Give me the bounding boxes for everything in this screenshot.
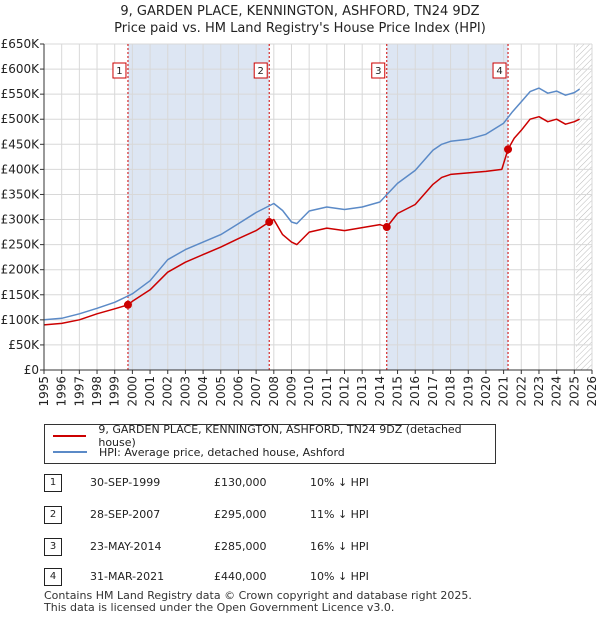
x-tick-label: 2016 [408, 376, 422, 407]
x-tick-label: 2009 [284, 376, 298, 407]
legend-swatch-property [53, 435, 87, 437]
sale-date: 28-SEP-2007 [90, 508, 161, 521]
y-tick-label: £450K [1, 137, 41, 151]
x-tick-label: 2008 [267, 376, 281, 407]
title-line-1: 9, GARDEN PLACE, KENNINGTON, ASHFORD, TN… [120, 4, 480, 19]
y-tick-label: £650K [1, 37, 41, 51]
sale-marker-label: 2 [258, 66, 264, 77]
sale-date: 31-MAR-2021 [90, 570, 165, 583]
x-tick-label: 2012 [338, 376, 352, 407]
sale-hpi-diff: 11% ↓ HPI [310, 508, 369, 521]
sale-point [382, 223, 391, 232]
y-tick-label: £250K [1, 238, 41, 252]
x-tick-label: 2014 [373, 376, 387, 407]
y-tick-label: £550K [1, 87, 41, 101]
sale-price: £130,000 [214, 476, 267, 489]
x-tick-label: 2004 [196, 376, 210, 407]
x-tick-label: 2021 [497, 376, 511, 407]
x-tick-label: 2025 [567, 376, 581, 407]
sale-number: 1 [44, 474, 62, 492]
y-tick-label: £0 [24, 363, 39, 377]
legend-swatch-hpi [53, 451, 87, 453]
x-tick-label: 2001 [143, 376, 157, 407]
sale-marker-box [253, 62, 268, 79]
legend-item-hpi: HPI: Average price, detached house, Ashf… [53, 444, 345, 460]
sale-marker-label: 1 [116, 66, 122, 77]
x-tick-label: 2017 [426, 376, 440, 407]
x-tick-label: 2022 [514, 376, 528, 407]
forecast-hatch [576, 44, 592, 370]
y-tick-label: £500K [1, 112, 41, 126]
x-tick-label: 2006 [231, 376, 245, 407]
legend-label-property: 9, GARDEN PLACE, KENNINGTON, ASHFORD, TN… [98, 423, 462, 449]
chart: £0 £50K £100K £150K £200K £250K £300K £350K £400… [1, 37, 599, 407]
x-tick-label: 1996 [55, 376, 69, 407]
sale-price: £285,000 [214, 540, 267, 553]
footer-line-2: This data is licensed under the Open Gov… [44, 601, 395, 614]
sale-marker-box [492, 62, 507, 79]
sale-hpi-diff: 16% ↓ HPI [310, 540, 369, 553]
sale-row: 1 30-SEP-1999 £130,000 10% ↓ HPI [44, 474, 484, 492]
sale-point [265, 218, 274, 227]
legend-label-hpi: HPI: Average price, detached house, Ashf… [99, 445, 345, 459]
sale-marker-label: 3 [375, 66, 381, 77]
y-tick-label: £150K [1, 288, 41, 302]
sale-marker-label: 4 [496, 66, 502, 77]
sale-hpi-diff: 10% ↓ HPI [310, 476, 369, 489]
y-tick-label: £400K [1, 162, 41, 176]
y-tick-label: £300K [1, 213, 41, 227]
sale-marker-box [371, 62, 386, 79]
shaded-period [386, 44, 509, 370]
sale-price: £440,000 [214, 570, 267, 583]
y-tick-label: £50K [8, 338, 40, 352]
x-tick-label: 2015 [391, 376, 405, 407]
plot-background [44, 44, 592, 370]
sale-date: 23-MAY-2014 [90, 540, 162, 553]
x-tick-label: 1997 [72, 376, 86, 407]
sale-point [123, 300, 132, 309]
sale-price: £295,000 [214, 508, 267, 521]
shaded-period [127, 44, 270, 370]
sale-row: 2 28-SEP-2007 £295,000 11% ↓ HPI [44, 506, 484, 524]
x-tick-label: 2007 [249, 376, 263, 407]
x-tick-label: 2018 [444, 376, 458, 407]
sale-row: 4 31-MAR-2021 £440,000 10% ↓ HPI [44, 568, 484, 586]
x-tick-label: 2010 [302, 376, 316, 407]
y-tick-label: £100K [1, 313, 41, 327]
sale-number: 2 [44, 506, 62, 524]
title-line-2: Price paid vs. HM Land Registry's House … [114, 21, 486, 36]
sale-hpi-diff: 10% ↓ HPI [310, 570, 369, 583]
legend: 9, GARDEN PLACE, KENNINGTON, ASHFORD, TN… [44, 423, 496, 464]
footer-line-1: Contains HM Land Registry data © Crown c… [44, 589, 472, 602]
series-property-line [43, 115, 580, 326]
sale-point [504, 145, 513, 154]
sale-marker-box [112, 62, 127, 79]
x-tick-label: 2026 [585, 376, 599, 407]
x-tick-label: 2005 [214, 376, 228, 407]
chart-title: 9, GARDEN PLACE, KENNINGTON, ASHFORD, TN… [0, 3, 600, 37]
x-tick-label: 2002 [161, 376, 175, 407]
x-tick-label: 2019 [461, 376, 475, 407]
sale-number: 3 [44, 538, 62, 556]
sale-row: 3 23-MAY-2014 £285,000 16% ↓ HPI [44, 538, 484, 556]
x-tick-label: 2003 [178, 376, 192, 407]
x-tick-label: 2020 [479, 376, 493, 407]
legend-item-property: 9, GARDEN PLACE, KENNINGTON, ASHFORD, TN… [53, 423, 495, 449]
footer: Contains HM Land Registry data © Crown c… [44, 590, 472, 614]
x-tick-label: 1998 [90, 376, 104, 407]
x-tick-label: 2000 [125, 376, 139, 407]
sale-number: 4 [44, 568, 62, 586]
x-tick-label: 1995 [37, 376, 51, 407]
y-tick-label: £200K [1, 263, 41, 277]
series-hpi-line [43, 87, 581, 321]
x-tick-label: 2011 [320, 376, 334, 407]
x-tick-label: 2013 [355, 376, 369, 407]
y-tick-label: £600K [1, 62, 41, 76]
sale-date: 30-SEP-1999 [90, 476, 161, 489]
y-tick-label: £350K [1, 187, 41, 201]
x-tick-label: 1999 [108, 376, 122, 407]
x-tick-label: 2023 [532, 376, 546, 407]
x-tick-label: 2024 [550, 376, 564, 407]
